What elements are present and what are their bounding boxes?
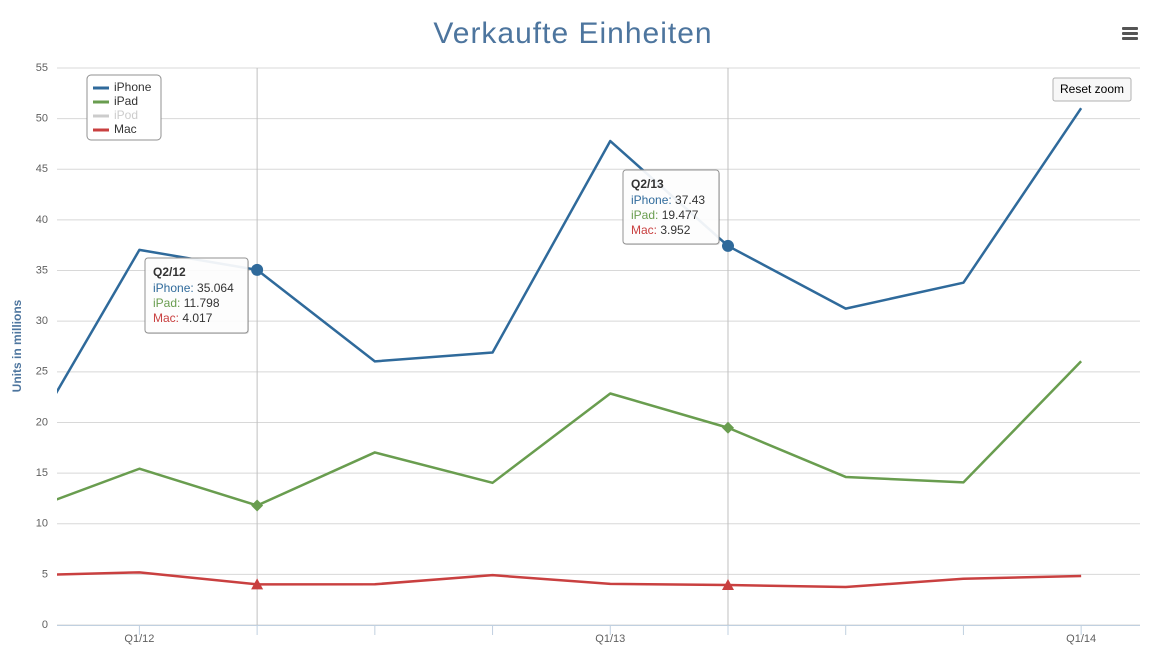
- grid: 0 5 10 15 20 25 30 35 40 45 50 55 Q1/12 Q1/13 Q1/14: [36, 62, 1140, 645]
- tooltip-series-name: iPhone: [153, 281, 191, 295]
- series-line: [57, 360, 1083, 507]
- tooltip-value: 19.477: [662, 208, 699, 222]
- y-tick-label: 40: [36, 214, 48, 226]
- menu-bar: [1122, 37, 1138, 40]
- y-tick-label: 20: [36, 416, 48, 428]
- tooltip-value: 35.064: [197, 281, 234, 295]
- tooltip-title: Q2/13: [631, 177, 664, 191]
- y-axis-title: Units in millions: [10, 299, 24, 392]
- y-tick-label: 10: [36, 518, 48, 530]
- series-line: [57, 571, 1082, 589]
- y-tick-label: 45: [36, 163, 48, 175]
- tooltip-value: 4.017: [182, 311, 212, 325]
- x-tick-label: Q1/14: [1066, 633, 1096, 645]
- legend-box: [86, 74, 162, 141]
- tooltip-box: [144, 257, 249, 334]
- tooltip-sep: :: [190, 281, 197, 295]
- tooltip-row: iPhone: 35.064: [153, 281, 234, 295]
- tooltip-value: 3.952: [660, 223, 690, 237]
- legend-label: iPad: [114, 94, 138, 108]
- menu-bar: [1122, 32, 1138, 35]
- legend-label: Mac: [114, 122, 137, 136]
- y-tick-label: 15: [36, 467, 48, 479]
- tooltip-sep: :: [176, 311, 183, 325]
- y-tick-label: 55: [36, 62, 48, 74]
- hover-marker: [251, 499, 264, 512]
- tooltip-row: iPad: 19.477: [631, 208, 699, 222]
- y-tick-label: 30: [36, 315, 48, 327]
- y-tick-label: 35: [36, 264, 48, 276]
- x-tick-label: Q1/13: [595, 633, 625, 645]
- menu-icon[interactable]: [1122, 27, 1138, 40]
- tooltip-series-name: iPhone: [631, 193, 669, 207]
- button-label: Reset zoom: [1060, 82, 1124, 96]
- tooltip-row: iPhone: 37.43: [631, 193, 705, 207]
- hover-marker: [721, 421, 734, 434]
- tooltip-sep: :: [654, 223, 661, 237]
- tooltip-box: [622, 169, 720, 245]
- y-tick-label: 50: [36, 113, 48, 125]
- tooltip-sep: :: [668, 193, 675, 207]
- hover-marker: [721, 239, 734, 252]
- tooltip-series-name: iPad: [153, 296, 177, 310]
- plot: [57, 107, 1083, 590]
- tooltip-series-name: Mac: [153, 311, 176, 325]
- tooltip-value: 11.798: [184, 296, 220, 310]
- legend-label: iPhone: [114, 80, 152, 94]
- tooltip-row: Mac: 3.952: [631, 223, 691, 237]
- reset-zoom-button[interactable]: Reset zoom: [1052, 77, 1132, 102]
- tooltip-row: Mac: 4.017: [153, 311, 213, 325]
- legend-label: iPod: [114, 108, 138, 122]
- button-box: [1052, 77, 1132, 102]
- hover-marker: [251, 263, 264, 276]
- x-tick-label: Q1/12: [124, 633, 154, 645]
- tooltip-sep: :: [655, 208, 662, 222]
- hover-marker: [251, 578, 264, 590]
- tooltip-sep: :: [177, 296, 184, 310]
- tooltip-title: Q2/12: [153, 265, 186, 279]
- tooltip-series-name: iPad: [631, 208, 655, 222]
- y-tick-label: 25: [36, 366, 48, 378]
- chart-title: Verkaufte Einheiten: [433, 17, 712, 50]
- y-tick-label: 0: [42, 619, 48, 631]
- y-tick-label: 5: [42, 568, 48, 580]
- tooltip-row: iPad: 11.798: [153, 296, 220, 310]
- tooltip-value: 37.43: [675, 193, 705, 207]
- hover-marker: [721, 578, 734, 590]
- tooltip-series-name: Mac: [631, 223, 654, 237]
- menu-bar: [1122, 27, 1138, 30]
